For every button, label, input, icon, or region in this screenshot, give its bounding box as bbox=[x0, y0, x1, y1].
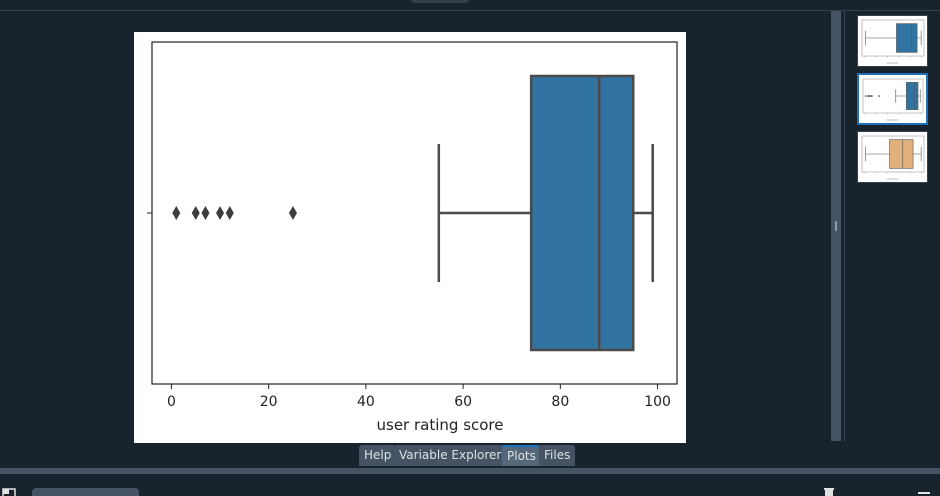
stop-icon[interactable] bbox=[873, 492, 881, 496]
outlier-point bbox=[191, 206, 200, 220]
thumb-outlier bbox=[864, 95, 867, 97]
x-axis-label: user rating score bbox=[377, 416, 504, 434]
outlier-point bbox=[172, 206, 181, 220]
pane-tab-bar: Help Variable Explorer Plots Files bbox=[0, 443, 940, 467]
top-toolbar bbox=[0, 0, 940, 11]
tab-plots[interactable]: Plots bbox=[502, 445, 541, 466]
outlier-point bbox=[216, 206, 225, 220]
x-tick-label: 0 bbox=[167, 394, 176, 410]
x-tick-label: 40 bbox=[357, 394, 375, 410]
bottom-toolbar bbox=[0, 474, 940, 496]
boxplot-chart: 0 20 40 60 80 100 user rating score bbox=[147, 41, 678, 434]
outlier-point bbox=[201, 206, 210, 220]
panel-toggle-icon[interactable] bbox=[2, 488, 16, 496]
pane-splitter[interactable] bbox=[831, 11, 841, 441]
tab-help[interactable]: Help bbox=[359, 445, 397, 466]
x-tick-label: 60 bbox=[454, 394, 472, 410]
boxplot-figure: 0 20 40 60 80 100 user rating score bbox=[134, 32, 686, 443]
plot-thumbnail-1[interactable] bbox=[857, 15, 928, 67]
splitter-grip-icon bbox=[835, 221, 837, 231]
box-iqr bbox=[529, 74, 635, 352]
thumb-outlier bbox=[871, 95, 873, 97]
top-tab-stub[interactable] bbox=[411, 0, 469, 3]
hamburger-menu-icon[interactable] bbox=[918, 490, 930, 496]
thumb-box bbox=[896, 23, 918, 53]
x-tick-label: 100 bbox=[644, 394, 671, 410]
thumbnail-panel bbox=[844, 11, 940, 441]
thumb-box bbox=[906, 82, 919, 110]
thumbnail-boxplot-2 bbox=[862, 78, 924, 121]
tab-files[interactable]: Files bbox=[539, 445, 576, 466]
trash-icon[interactable] bbox=[823, 488, 835, 496]
thumb-box bbox=[889, 139, 914, 169]
outlier-point bbox=[288, 206, 297, 220]
plot-viewer: 0 20 40 60 80 100 user rating score bbox=[0, 11, 830, 443]
plot-thumbnail-3[interactable] bbox=[857, 131, 928, 183]
thumbnail-boxplot-1 bbox=[861, 19, 925, 64]
thumb-outlier bbox=[868, 95, 870, 97]
thumbnail-boxplot-3 bbox=[861, 135, 925, 180]
outlier-point bbox=[225, 206, 234, 220]
bottom-tab[interactable] bbox=[32, 488, 139, 496]
x-tick-label: 20 bbox=[260, 394, 278, 410]
pane-separator bbox=[0, 468, 940, 474]
thumb-outlier bbox=[867, 95, 869, 97]
thumb-outlier bbox=[878, 95, 880, 97]
thumb-outlier bbox=[869, 95, 872, 97]
tab-variable-explorer[interactable]: Variable Explorer bbox=[394, 445, 507, 466]
x-tick-label: 80 bbox=[551, 394, 569, 410]
plot-thumbnail-2[interactable] bbox=[857, 73, 928, 125]
